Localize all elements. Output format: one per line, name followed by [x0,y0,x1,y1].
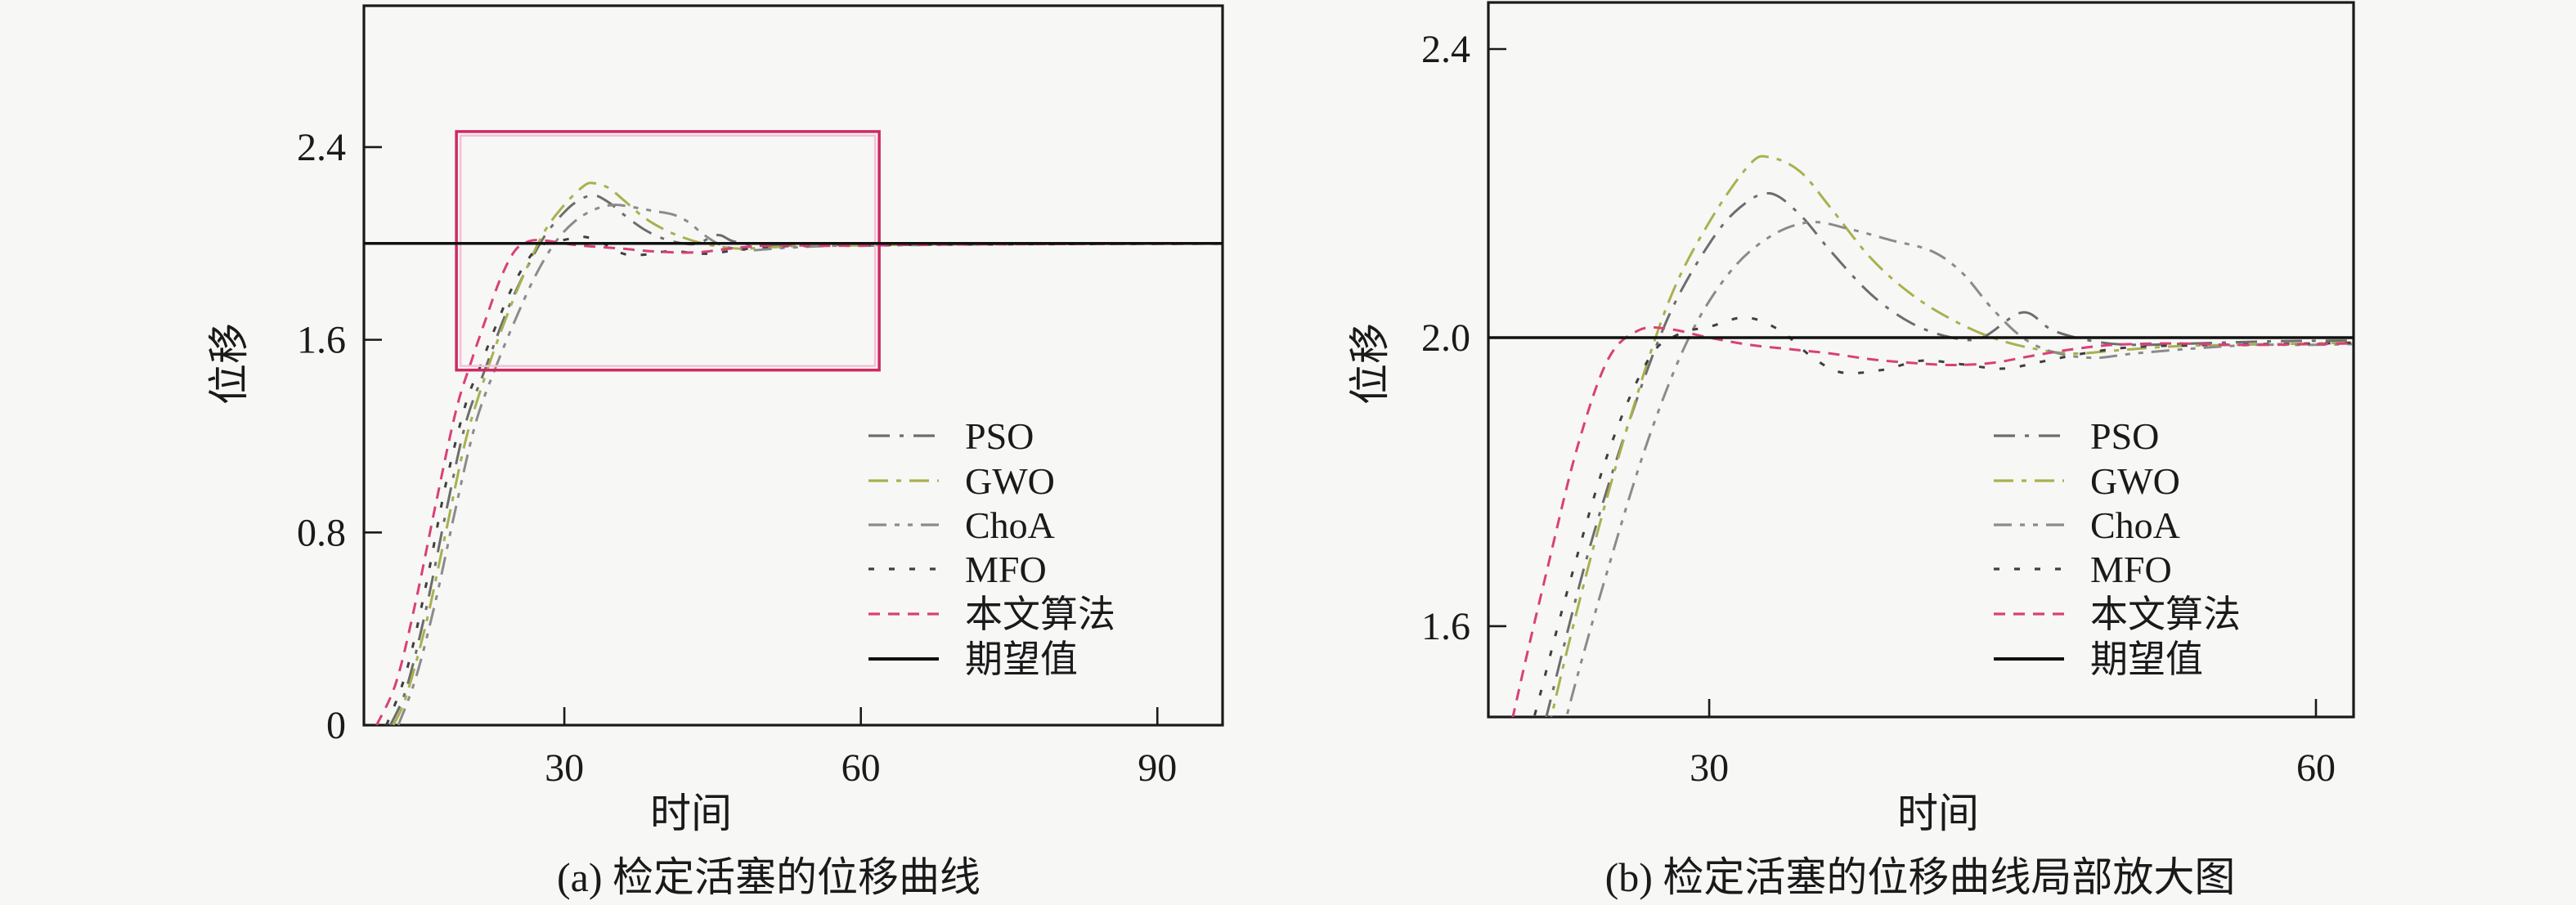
zoom-region-box [455,130,881,372]
chart-a-plot-box [362,4,1224,727]
y-tick-label-a-1.6: 1.6 [297,319,346,362]
y-tick-label-b-2.0: 2.0 [1421,316,1470,360]
legend-label-gwo-a: GWO [965,460,1055,502]
legend-label-proposed-b: 本文算法 [2090,594,2241,635]
legend-label-proposed-a: 本文算法 [965,594,1115,635]
chart-b-x-axis-label: 时间 [1897,791,1979,836]
legend-label-choa-a: ChoA [965,504,1055,546]
curve-proposed-a [375,239,1223,725]
legend-label-choa-b: ChoA [2090,504,2180,546]
chart-b-caption: (b) 检定活塞的位移曲线局部放大图 [1605,854,2236,900]
curve-mfo-a [385,235,1223,725]
curve-proposed-b [1511,325,2354,717]
y-tick-label-b-1.6: 1.6 [1421,605,1470,648]
y-tick-label-a-0.8: 0.8 [297,511,346,554]
legend-label-gwo-b: GWO [2090,460,2180,502]
x-tick-label-b-30: 30 [1690,746,1729,790]
curves-a [375,181,1223,725]
chart-b: 位移 时间 (b) 检定活塞的位移曲线局部放大图 30 60 1.6 2.0 2.4 PS… [1347,1,2355,900]
y-tick-label-a-2.4: 2.4 [297,126,346,169]
legend-label-mfo-a: MFO [965,549,1047,590]
curve-gwo-a [392,181,1223,725]
x-tick-label-a-60: 60 [841,746,881,790]
x-tick-label-a-90: 90 [1138,746,1177,790]
curve-pso-a [389,194,1223,725]
legend-label-mfo-b: MFO [2090,549,2172,590]
legend-label-expected-b: 期望值 [2090,638,2203,680]
zoom-region-box-inner [459,134,877,367]
chart-a-caption: (a) 检定活塞的位移曲线 [557,854,981,900]
chart-b-y-axis-label: 位移 [1347,323,1393,405]
y-tick-label-a-0: 0 [326,704,346,747]
legend-label-expected-a: 期望值 [965,638,1078,680]
x-tick-label-a-30: 30 [545,746,584,790]
curve-choa-b [1565,221,2354,717]
y-tick-label-b-2.4: 2.4 [1421,28,1470,71]
legend-label-pso-a: PSO [965,415,1034,457]
legend-label-pso-b: PSO [2090,415,2159,457]
chart-b-plot-box [1487,1,2355,719]
chart-a-x-axis-label: 时间 [650,791,732,836]
curve-pso-b [1545,191,2354,717]
curves-b [1511,155,2354,717]
curve-choa-a [397,204,1223,725]
chart-a: 位移 时间 (a) 检定活塞的位移曲线 30 60 90 0 0.8 1.6 2.4 PSOG… [206,4,1224,900]
x-tick-label-b-60: 60 [2296,746,2336,790]
chart-a-y-axis-label: 位移 [206,323,252,405]
